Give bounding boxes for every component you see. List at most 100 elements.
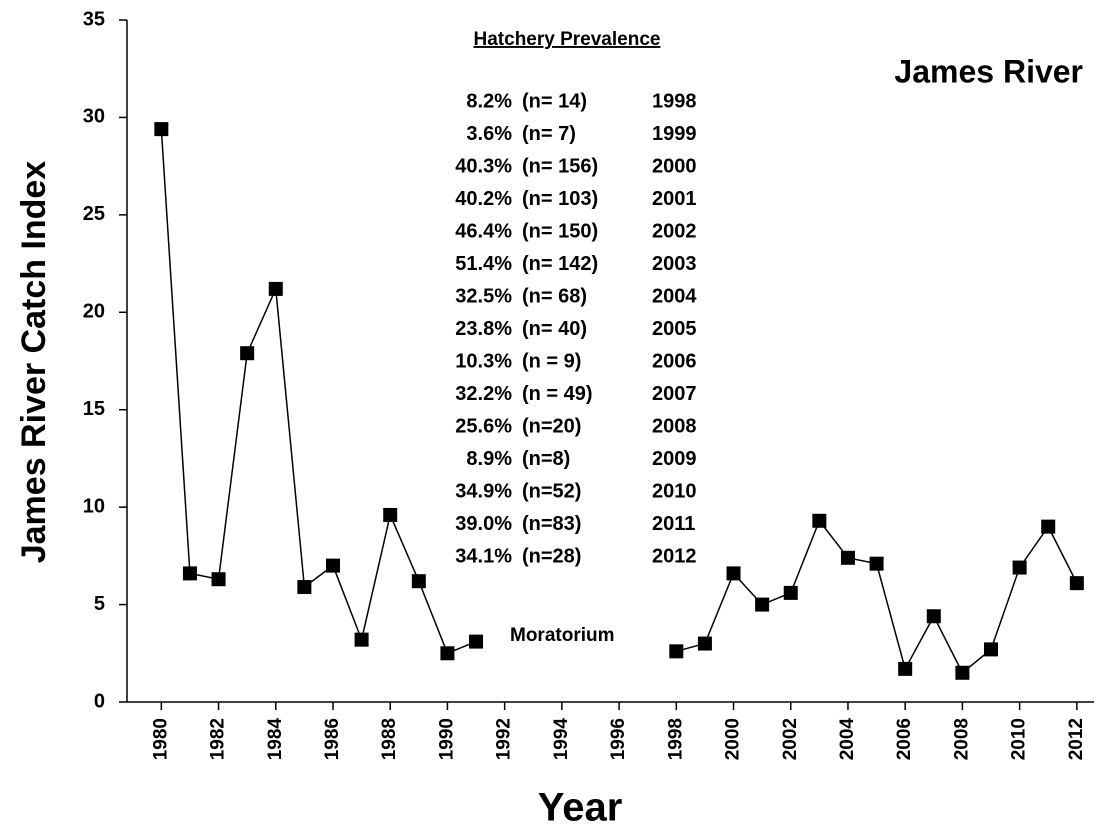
y-tick-label: 30 (83, 106, 105, 128)
x-tick-label: 1980 (150, 718, 171, 760)
hatchery-percent: 8.9% (466, 448, 512, 470)
hatchery-year: 2012 (652, 545, 697, 567)
hatchery-year: 2008 (652, 415, 697, 437)
x-tick-label: 2008 (951, 718, 972, 760)
x-tick-label: 2004 (837, 718, 858, 761)
hatchery-title: Hatchery Prevalence (474, 29, 661, 50)
hatchery-count: (n=52) (522, 480, 581, 502)
hatchery-year: 2004 (652, 285, 697, 307)
hatchery-count: (n = 49) (522, 383, 593, 405)
hatchery-year: 1998 (652, 90, 697, 112)
y-axis-label: James River Catch Index (15, 161, 53, 564)
hatchery-percent: 40.3% (455, 155, 512, 177)
x-tick-label: 1988 (379, 718, 400, 760)
data-point (697, 636, 712, 651)
x-tick-label: 2012 (1066, 718, 1087, 760)
x-tick-label: 2000 (723, 718, 744, 760)
data-point (669, 644, 684, 659)
hatchery-count: (n = 9) (522, 350, 581, 372)
data-point (383, 507, 398, 522)
hatchery-count: (n= 156) (522, 155, 598, 177)
hatchery-year: 2011 (652, 513, 695, 535)
x-tick-label: 2010 (1009, 718, 1030, 760)
data-point (812, 513, 827, 528)
hatchery-percent: 40.2% (455, 188, 512, 210)
data-point (755, 597, 770, 612)
x-tick-label: 1996 (608, 718, 629, 760)
moratorium-label: Moratorium (510, 625, 615, 646)
data-point (297, 580, 312, 595)
hatchery-count: (n= 103) (522, 188, 598, 210)
hatchery-count: (n=8) (522, 448, 570, 470)
hatchery-count: (n= 14) (522, 90, 587, 112)
hatchery-percent: 46.4% (455, 220, 512, 242)
data-point (354, 632, 369, 647)
hatchery-count: (n= 142) (522, 253, 598, 275)
data-point (182, 566, 197, 581)
hatchery-year: 2005 (652, 318, 697, 340)
data-point (240, 346, 255, 361)
x-tick-label: 1986 (322, 718, 343, 760)
x-axis-label: Year (538, 786, 623, 830)
hatchery-count: (n=20) (522, 415, 581, 437)
y-tick-label: 0 (94, 690, 105, 712)
x-tick-label: 1992 (494, 718, 515, 760)
data-point (898, 661, 913, 676)
x-tick-label: 2002 (780, 718, 801, 760)
hatchery-count: (n= 7) (522, 123, 576, 145)
hatchery-percent: 34.9% (455, 480, 512, 502)
y-tick-label: 35 (83, 8, 105, 30)
y-tick-label: 10 (83, 495, 105, 517)
y-tick-label: 5 (94, 593, 105, 615)
data-point (469, 634, 484, 649)
hatchery-year: 2006 (652, 350, 697, 372)
hatchery-year: 2000 (652, 155, 697, 177)
hatchery-percent: 10.3% (455, 350, 512, 372)
y-tick-label: 20 (83, 301, 105, 323)
hatchery-percent: 32.2% (455, 383, 512, 405)
hatchery-count: (n=83) (522, 513, 581, 535)
data-point (926, 609, 941, 624)
x-tick-label: 1990 (436, 718, 457, 760)
data-point (1069, 576, 1084, 591)
hatchery-year: 1999 (652, 123, 697, 145)
hatchery-year: 2002 (652, 220, 697, 242)
y-tick-label: 15 (83, 398, 105, 420)
x-tick-label: 1994 (551, 718, 572, 761)
hatchery-count: (n= 40) (522, 318, 587, 340)
hatchery-year: 2003 (652, 253, 697, 275)
hatchery-percent: 39.0% (455, 513, 512, 535)
x-tick-label: 1984 (265, 718, 286, 761)
y-tick-label: 25 (83, 203, 105, 225)
hatchery-percent: 23.8% (455, 318, 512, 340)
hatchery-percent: 32.5% (455, 285, 512, 307)
data-point (440, 646, 455, 661)
data-point (411, 574, 426, 589)
data-point (154, 122, 169, 137)
data-point (869, 556, 884, 571)
x-tick-label: 1982 (208, 718, 229, 760)
hatchery-percent: 25.6% (455, 415, 512, 437)
data-point (1012, 560, 1027, 575)
hatchery-year: 2010 (652, 480, 697, 502)
data-point (325, 558, 340, 573)
hatchery-count: (n= 68) (522, 285, 587, 307)
hatchery-percent: 3.6% (466, 123, 512, 145)
hatchery-count: (n= 150) (522, 220, 598, 242)
hatchery-year: 2009 (652, 448, 697, 470)
data-point (268, 281, 283, 296)
hatchery-percent: 8.2% (466, 90, 512, 112)
data-point (840, 550, 855, 565)
data-point (984, 642, 999, 657)
data-point (211, 572, 226, 587)
data-point (726, 566, 741, 581)
hatchery-year: 2001 (652, 188, 697, 210)
chart-title: James River (894, 53, 1083, 89)
hatchery-count: (n=28) (522, 545, 581, 567)
hatchery-percent: 51.4% (455, 253, 512, 275)
x-tick-label: 2006 (894, 718, 915, 760)
data-point (783, 585, 798, 600)
hatchery-percent: 34.1% (455, 545, 512, 567)
data-point (955, 665, 970, 680)
